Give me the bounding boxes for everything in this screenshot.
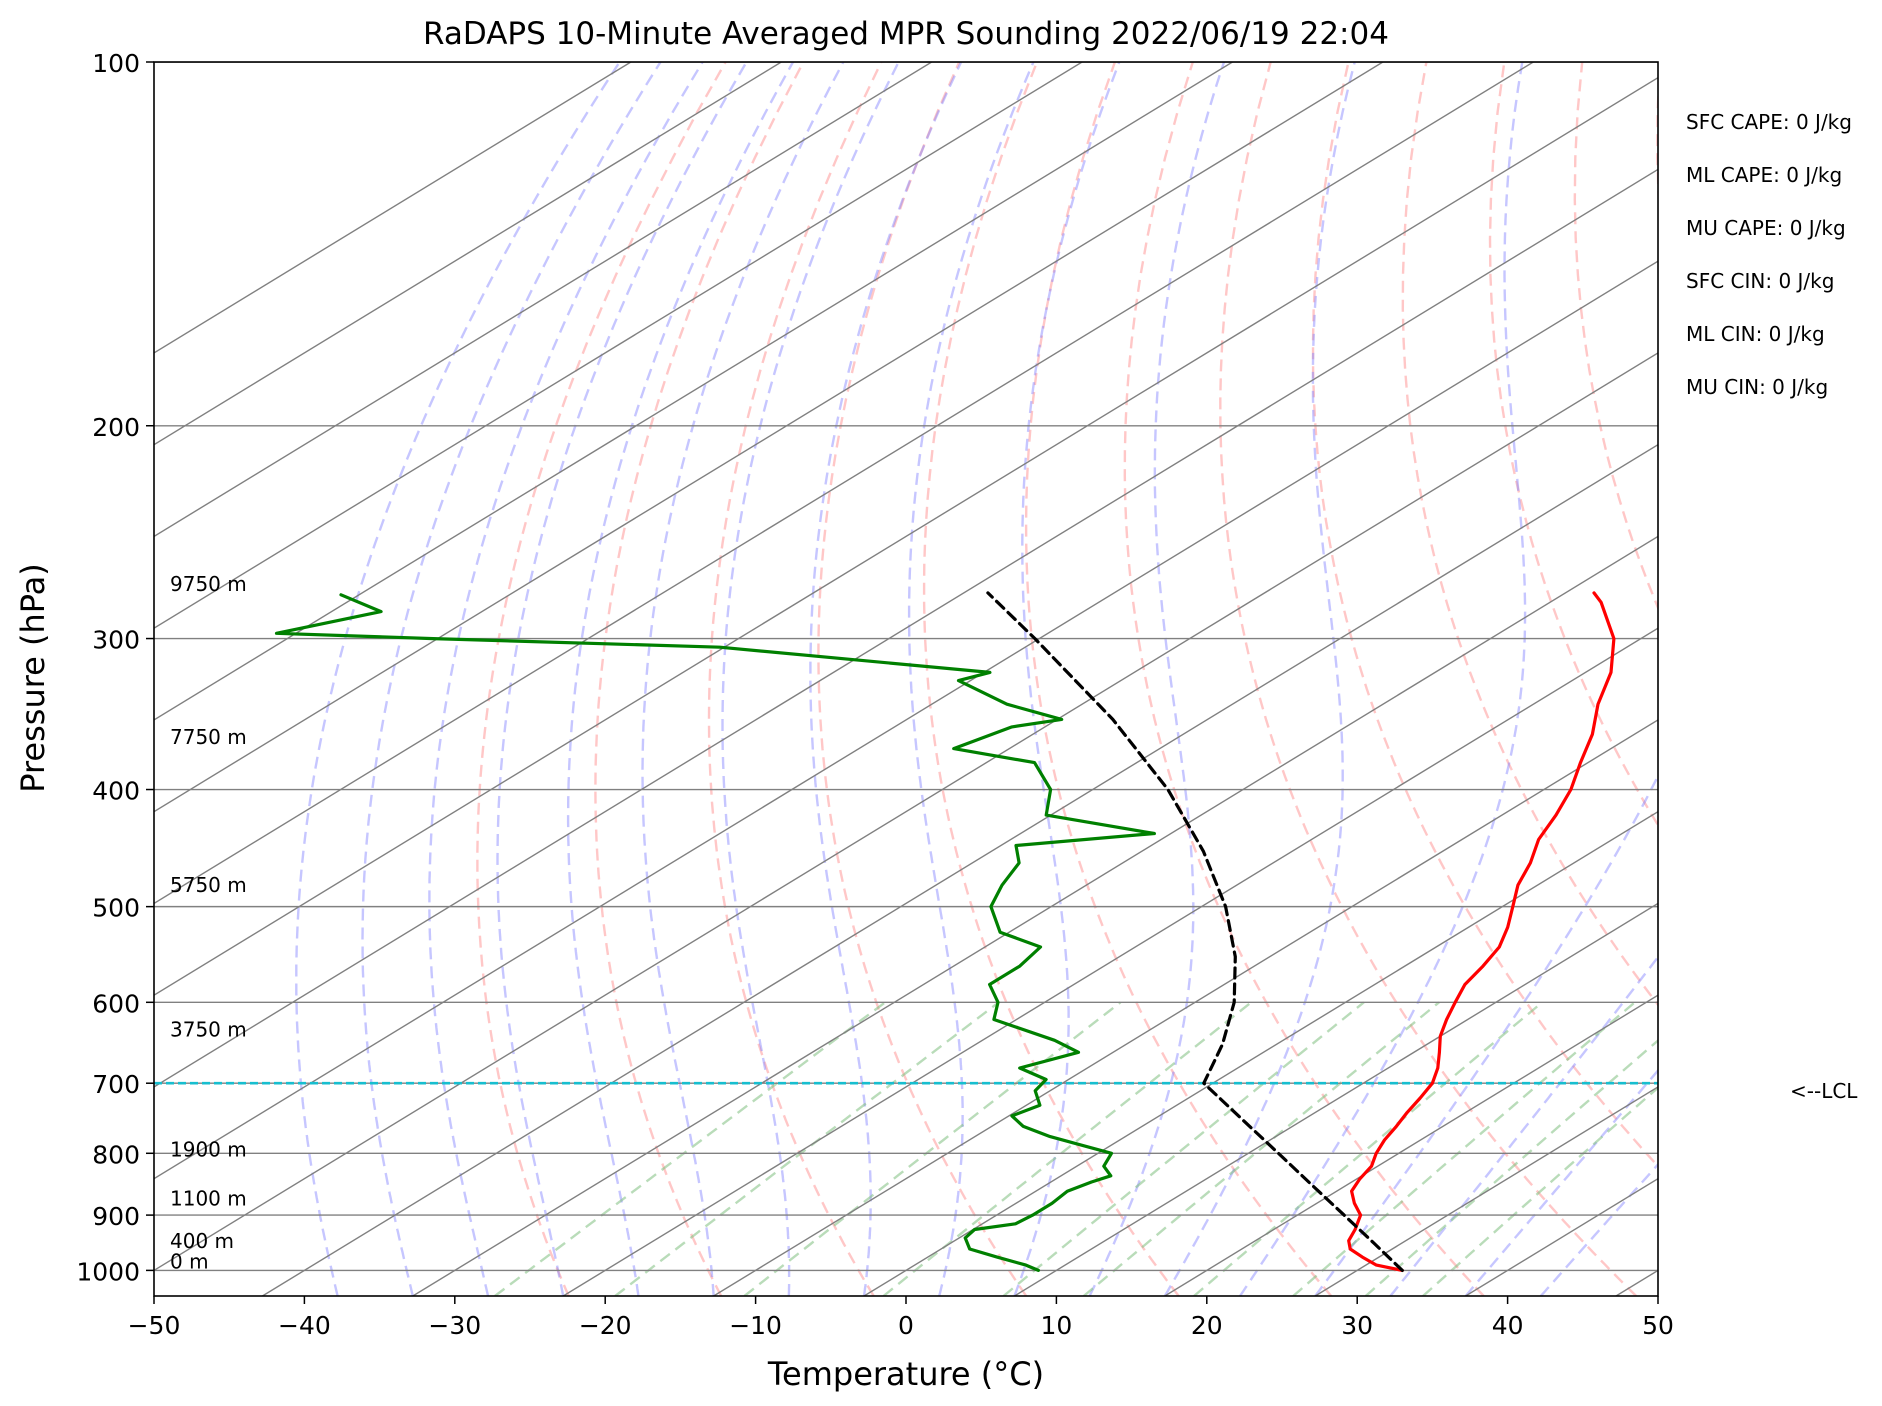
isotherm — [154, 62, 933, 538]
height-label: 5750 m — [170, 873, 247, 897]
isotherm — [562, 627, 1658, 1296]
mixing-ratio-line — [743, 1001, 1122, 1296]
y-tick-label: 100 — [92, 49, 140, 78]
moist-adiabat — [1539, 1162, 1658, 1296]
isotherm — [154, 62, 1384, 813]
isotherm — [154, 62, 1233, 721]
moist-adiabat — [361, 62, 662, 1296]
x-axis-label: Temperature (°C) — [767, 1355, 1044, 1393]
mixing-ratio-line — [1002, 1001, 1365, 1296]
mixing-ratio-line — [1422, 1086, 1658, 1296]
chart-title: RaDAPS 10-Minute Averaged MPR Sounding 2… — [423, 16, 1389, 52]
x-tick-label: −40 — [278, 1311, 331, 1340]
dry-adiabat — [817, 62, 1028, 1296]
stability-index: SFC CAPE: 0 J/kg — [1686, 110, 1852, 134]
x-tick-label: 50 — [1642, 1311, 1674, 1340]
temperature-line — [1347, 591, 1616, 1272]
height-label: 3750 m — [170, 1018, 247, 1042]
moist-adiabat — [1314, 773, 1658, 1296]
isotherm — [154, 62, 782, 446]
lcl-label: <--LCL — [1790, 1079, 1858, 1103]
isotherm — [1314, 1086, 1658, 1296]
mixing-ratio-line — [494, 1001, 886, 1296]
dry-adiabat — [1401, 62, 1658, 1007]
moist-adiabat — [1389, 955, 1658, 1296]
stability-index: MU CAPE: 0 J/kg — [1686, 216, 1846, 240]
isotherm — [412, 535, 1658, 1296]
y-axis-label: Pressure (hPa) — [14, 563, 52, 793]
x-tick-label: 20 — [1191, 1311, 1223, 1340]
stability-index: ML CAPE: 0 J/kg — [1686, 163, 1842, 187]
dry-adiabat — [1123, 62, 1485, 1296]
height-label: 0 m — [170, 1249, 209, 1273]
moist-adiabat — [295, 62, 621, 1296]
dry-adiabat — [1488, 62, 1658, 828]
isotherm — [154, 62, 1083, 629]
moist-adiabat — [428, 62, 704, 1296]
x-tick-label: −20 — [579, 1311, 632, 1340]
y-tick-label: 200 — [92, 413, 140, 442]
moist-adiabat — [1163, 62, 1356, 1296]
y-tick-label: 500 — [92, 894, 140, 923]
x-tick-label: −30 — [428, 1311, 481, 1340]
parcel-path-line — [986, 591, 1404, 1272]
isotherm — [1164, 994, 1658, 1296]
y-tick-label: 1000 — [76, 1257, 140, 1286]
moist-adiabat — [809, 62, 963, 1296]
y-tick-label: 800 — [92, 1140, 140, 1169]
isotherm — [1014, 902, 1658, 1296]
x-tick-label: −50 — [128, 1311, 181, 1340]
moist-adiabat — [1088, 62, 1226, 1296]
dry-adiabat — [1311, 62, 1658, 1168]
moist-adiabat — [496, 62, 748, 1296]
mixing-ratio-line — [1193, 1001, 1543, 1296]
y-tick-label: 900 — [92, 1202, 140, 1231]
isotherm — [713, 719, 1658, 1296]
moist-adiabat — [1013, 62, 1121, 1296]
y-tick-label: 300 — [92, 626, 140, 655]
y-tick-label: 400 — [92, 777, 140, 806]
stability-index: SFC CIN: 0 J/kg — [1686, 269, 1834, 293]
height-label: 7750 m — [170, 725, 247, 749]
mixing-ratio-line — [1364, 1038, 1658, 1296]
moist-adiabat — [721, 62, 900, 1296]
isotherm — [154, 168, 1658, 1088]
height-label: 400 m — [170, 1229, 234, 1253]
mixing-ratio-line — [614, 1001, 1000, 1296]
mixing-ratio-line — [1292, 1001, 1636, 1296]
moist-adiabat — [907, 62, 1035, 1296]
y-tick-label: 700 — [92, 1070, 140, 1099]
isotherm — [154, 260, 1658, 1180]
stability-index: ML CIN: 0 J/kg — [1686, 322, 1825, 346]
height-label: 1900 m — [170, 1138, 247, 1162]
isotherm — [262, 443, 1658, 1296]
stability-index: MU CIN: 0 J/kg — [1686, 375, 1828, 399]
x-tick-label: −10 — [729, 1311, 782, 1340]
dewpoint-line — [274, 593, 1156, 1272]
x-tick-label: 30 — [1341, 1311, 1373, 1340]
height-label: 1100 m — [170, 1186, 247, 1210]
moist-adiabat — [566, 62, 795, 1296]
x-tick-label: 10 — [1040, 1311, 1072, 1340]
x-tick-label: 0 — [898, 1311, 914, 1340]
y-tick-label: 600 — [92, 989, 140, 1018]
mixing-ratio-line — [1082, 1001, 1440, 1296]
x-tick-label: 40 — [1492, 1311, 1524, 1340]
isotherm — [863, 810, 1658, 1296]
isotherm — [154, 62, 1534, 905]
isotherm — [154, 352, 1658, 1272]
height-label: 9750 m — [170, 572, 247, 596]
dry-adiabat — [476, 62, 727, 1296]
isotherm — [154, 76, 1658, 996]
isotherm — [154, 62, 632, 354]
mixing-ratio-line — [882, 1001, 1253, 1296]
dry-adiabat — [707, 62, 883, 1296]
